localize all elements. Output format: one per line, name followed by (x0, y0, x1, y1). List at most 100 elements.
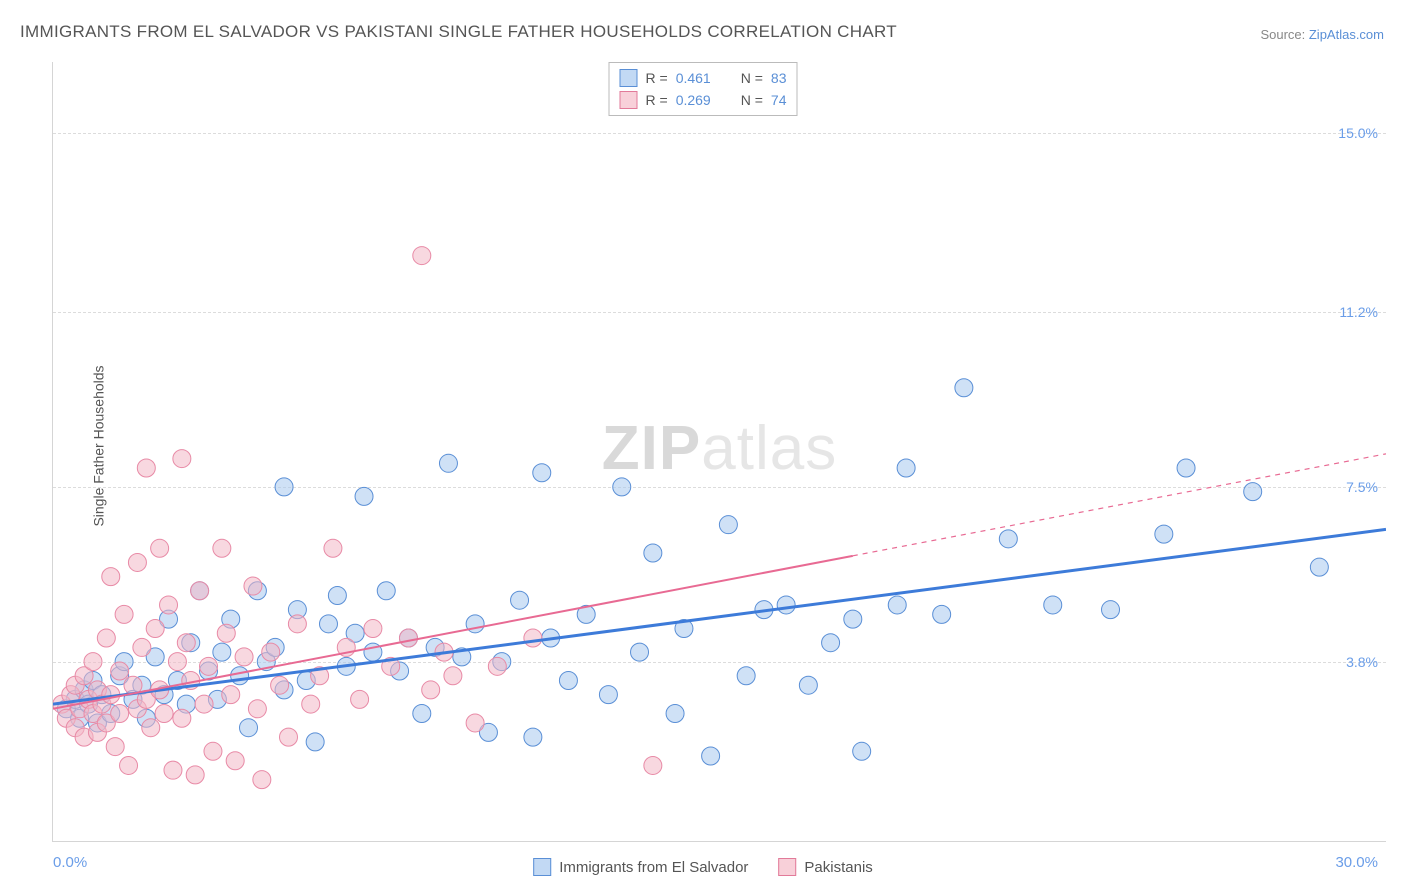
pink-point (84, 705, 102, 723)
pink-point (253, 771, 271, 789)
blue-point (599, 686, 617, 704)
pink-point (222, 686, 240, 704)
chart-svg (53, 62, 1386, 841)
blue-point (399, 629, 417, 647)
blue-point (66, 690, 84, 708)
blue-point (888, 596, 906, 614)
blue-point (391, 662, 409, 680)
pink-point (399, 629, 417, 647)
pink-point (75, 667, 93, 685)
blue-trendline (53, 529, 1386, 704)
n-label: N = (741, 70, 763, 86)
blue-point (737, 667, 755, 685)
blue-point (88, 714, 106, 732)
blue-point (155, 686, 173, 704)
source-attribution: Source: ZipAtlas.com (1260, 27, 1384, 42)
pink-point (217, 624, 235, 642)
n-value-blue: 83 (771, 70, 787, 86)
pink-point (142, 719, 160, 737)
pink-point (53, 695, 71, 713)
source-link[interactable]: ZipAtlas.com (1309, 27, 1384, 42)
blue-point (1177, 459, 1195, 477)
gridline (53, 133, 1386, 134)
blue-point (168, 671, 186, 689)
pink-point (97, 629, 115, 647)
pink-point (80, 690, 98, 708)
blue-point (542, 629, 560, 647)
source-label: Source: (1260, 27, 1308, 42)
pink-point (97, 714, 115, 732)
pink-point (66, 719, 84, 737)
pink-point (435, 643, 453, 661)
blue-point (266, 638, 284, 656)
pink-trendline-extrapolated (853, 454, 1386, 556)
r-label: R = (646, 70, 668, 86)
blue-point (102, 705, 120, 723)
blue-point (137, 709, 155, 727)
pink-point (124, 676, 142, 694)
pink-point (177, 634, 195, 652)
pink-point (279, 728, 297, 746)
blue-point (675, 620, 693, 638)
blue-point (631, 643, 649, 661)
blue-point (466, 615, 484, 633)
blue-point (1155, 525, 1173, 543)
pink-point (88, 723, 106, 741)
pink-point (155, 705, 173, 723)
pink-point (644, 756, 662, 774)
pink-point (226, 752, 244, 770)
pink-trendline (53, 556, 853, 709)
blue-point (75, 681, 93, 699)
pink-point (235, 648, 253, 666)
blue-point (346, 624, 364, 642)
blue-point (337, 657, 355, 675)
blue-point (355, 487, 373, 505)
pink-point (186, 766, 204, 784)
blue-point (799, 676, 817, 694)
blue-point (84, 671, 102, 689)
pink-point (120, 756, 138, 774)
pink-point (115, 605, 133, 623)
blue-point (853, 742, 871, 760)
blue-point (999, 530, 1017, 548)
blue-point (231, 667, 249, 685)
blue-point (955, 379, 973, 397)
blue-point (240, 719, 258, 737)
pink-point (488, 657, 506, 675)
y-tick-label: 7.5% (1346, 479, 1378, 495)
blue-point (897, 459, 915, 477)
blue-point (413, 705, 431, 723)
blue-point (1044, 596, 1062, 614)
y-tick-label: 3.8% (1346, 654, 1378, 670)
watermark-zip: ZIP (602, 413, 701, 482)
pink-point (62, 686, 80, 704)
gridline (53, 487, 1386, 488)
blue-point (479, 723, 497, 741)
pink-point (66, 676, 84, 694)
pink-point (213, 539, 231, 557)
pink-point (204, 742, 222, 760)
pink-point (111, 705, 129, 723)
legend-row-pink: R = 0.269 N = 74 (620, 89, 787, 111)
pink-point (288, 615, 306, 633)
swatch-pink (778, 858, 796, 876)
pink-point (151, 539, 169, 557)
x-tick-min: 0.0% (53, 854, 87, 871)
pink-point (128, 700, 146, 718)
blue-point (426, 638, 444, 656)
watermark: ZIPatlas (602, 412, 837, 483)
pink-point (146, 620, 164, 638)
pink-point (422, 681, 440, 699)
blue-point (177, 695, 195, 713)
blue-point (160, 610, 178, 628)
blue-point (191, 582, 209, 600)
pink-point (111, 662, 129, 680)
blue-point (1310, 558, 1328, 576)
series-legend: Immigrants from El Salvador Pakistanis (533, 858, 873, 876)
blue-point (248, 582, 266, 600)
pink-point (173, 450, 191, 468)
r-value-blue: 0.461 (676, 70, 711, 86)
n-value-pink: 74 (771, 92, 787, 108)
blue-point (453, 648, 471, 666)
blue-point (71, 709, 89, 727)
